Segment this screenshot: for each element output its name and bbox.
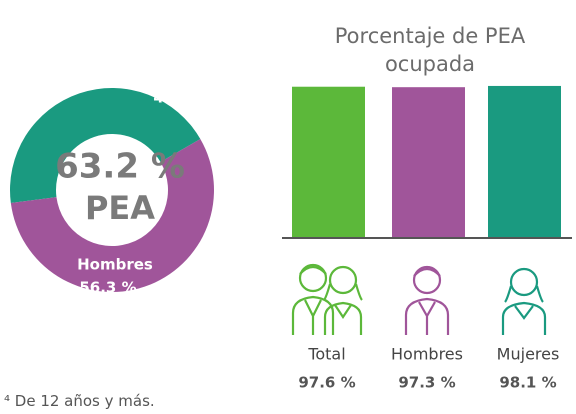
slice-label: Hombres xyxy=(77,256,153,274)
value-label: 97.3 % xyxy=(398,374,455,392)
category-label: Total xyxy=(307,345,345,364)
icon-total xyxy=(291,263,363,335)
footnote: ⁴ De 12 años y más. xyxy=(4,392,155,410)
category-label: Hombres xyxy=(391,345,463,364)
value-label: 97.6 % xyxy=(298,374,355,392)
bar xyxy=(392,87,465,238)
bar-title: Porcentaje de PEA ocupada xyxy=(334,24,526,76)
donut-slice xyxy=(10,139,214,292)
donut-slice xyxy=(9,87,201,203)
slice-value-label: 56.3 % xyxy=(79,279,136,297)
icons xyxy=(291,263,547,335)
category-label: Mujeres xyxy=(497,345,560,364)
center-label: PEA xyxy=(85,189,155,227)
icon-mujeres xyxy=(501,267,547,335)
slice-label: Mujeres xyxy=(138,66,205,84)
icon-hombres xyxy=(404,265,450,335)
center-value: 63.2 % xyxy=(55,147,185,187)
bar xyxy=(488,85,561,238)
value-label: 98.1 % xyxy=(499,374,556,392)
slice-value-label: 43.7 % xyxy=(153,89,210,107)
bar xyxy=(292,86,365,238)
